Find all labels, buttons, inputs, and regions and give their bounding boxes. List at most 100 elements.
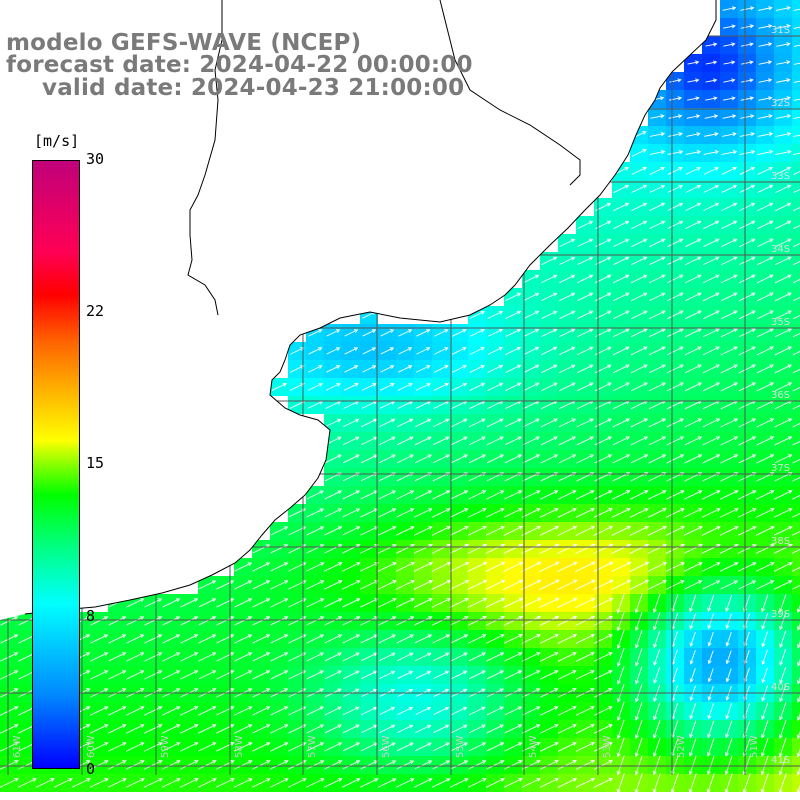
wind-arrow: [468, 670, 486, 680]
wind-arrowhead: [607, 436, 613, 441]
wind-arrowhead: [553, 364, 558, 369]
wind-arrowhead: [355, 436, 360, 441]
wind-cell: [792, 702, 800, 720]
wind-arrow: [797, 712, 800, 721]
wind-arrowhead: [355, 472, 360, 477]
wind-arrow: [779, 612, 787, 630]
wind-arrow: [756, 400, 774, 410]
wind-arrowhead: [445, 454, 450, 459]
wind-arrowhead: [697, 364, 702, 369]
wind-arrow: [523, 292, 539, 302]
wind-arrow: [162, 598, 180, 608]
wind-arrowhead: [500, 760, 505, 764]
wind-arrow: [593, 561, 613, 573]
wind-arrowhead: [389, 347, 395, 352]
wind-arrow: [90, 760, 108, 770]
wind-arrow: [773, 562, 793, 572]
wind-arrowhead: [194, 760, 199, 764]
wind-arrowhead: [86, 742, 91, 746]
wind-arrow: [396, 526, 414, 536]
wind-arrow: [468, 418, 486, 428]
wind-arrowhead: [679, 364, 684, 369]
wind-arrowhead: [743, 733, 748, 739]
wind-arrow: [775, 7, 791, 11]
wind-arrow: [485, 778, 505, 788]
wind-arrow: [612, 364, 630, 374]
wind-cell: [792, 666, 800, 684]
wind-arrow: [797, 676, 800, 684]
wind-arrowhead: [696, 202, 702, 207]
wind-arrowhead: [733, 292, 738, 297]
wind-cell: [792, 630, 800, 648]
wind-arrowhead: [408, 706, 414, 711]
wind-arrowhead: [769, 364, 774, 369]
wind-arrow: [431, 526, 451, 536]
wind-arrow: [541, 310, 557, 320]
wind-arrow: [726, 650, 732, 664]
wind-arrow: [180, 706, 198, 716]
wind-arrow: [593, 778, 613, 788]
wind-arrow: [467, 580, 487, 590]
wind-arrow: [306, 598, 324, 608]
wind-arrow: [521, 561, 541, 573]
wind-arrowhead: [535, 472, 541, 477]
wind-arrow: [216, 742, 234, 752]
wind-cell: [792, 342, 800, 360]
wind-arrowhead: [212, 778, 217, 782]
wind-arrow: [198, 652, 216, 662]
wind-arrow: [487, 365, 503, 373]
wind-arrow: [378, 526, 396, 536]
lat-label: 31S: [771, 25, 790, 36]
wind-arrowhead: [715, 364, 720, 369]
wind-arrowhead: [371, 347, 377, 352]
wind-arrow: [396, 436, 414, 446]
wind-arrow: [539, 597, 559, 609]
wind-arrow: [522, 652, 540, 662]
wind-arrowhead: [427, 724, 432, 729]
wind-arrowhead: [698, 508, 703, 512]
wind-arrow: [792, 296, 800, 302]
wind-arrowhead: [661, 274, 666, 279]
wind-arrowhead: [571, 310, 576, 315]
wind-arrow: [450, 652, 468, 662]
wind-arrow: [360, 742, 378, 752]
wind-arrow: [575, 579, 595, 591]
wind-arrow: [557, 778, 577, 788]
wind-arrow: [653, 755, 661, 775]
wind-arrowhead: [14, 778, 19, 782]
wind-arrow: [233, 778, 253, 788]
wind-arrow: [593, 616, 613, 626]
wind-arrowhead: [713, 42, 718, 47]
wind-arrowhead: [715, 256, 720, 261]
wind-arrowhead: [391, 742, 396, 747]
wind-arrowhead: [517, 724, 523, 729]
wind-arrow: [593, 597, 613, 609]
wind-arrowhead: [499, 706, 504, 711]
wind-arrowhead: [337, 472, 342, 477]
wind-arrowhead: [751, 292, 756, 297]
wind-arrow: [756, 454, 774, 464]
wind-cell: [792, 738, 800, 756]
wind-arrow: [631, 256, 647, 266]
wind-arrow: [685, 185, 701, 193]
wind-arrowhead: [266, 778, 271, 782]
wind-cell: [792, 72, 800, 90]
wind-arrow: [450, 760, 468, 770]
wind-arrowhead: [652, 789, 657, 794]
wind-arrowhead: [104, 760, 109, 764]
wind-arrowhead: [554, 777, 559, 782]
wind-arrow: [705, 43, 717, 47]
wind-arrowhead: [734, 562, 739, 566]
wind-arrowhead: [607, 274, 612, 279]
wind-arrow: [344, 347, 358, 355]
wind-arrowhead: [463, 706, 468, 711]
wind-arrowhead: [481, 652, 487, 657]
wind-arrowhead: [589, 454, 595, 459]
wind-arrow: [504, 490, 522, 500]
wind-arrowhead: [607, 310, 612, 315]
wind-arrow: [434, 329, 448, 337]
wind-arrowhead: [616, 698, 621, 703]
wind-arrowhead: [608, 706, 613, 710]
wind-arrow: [702, 328, 720, 338]
